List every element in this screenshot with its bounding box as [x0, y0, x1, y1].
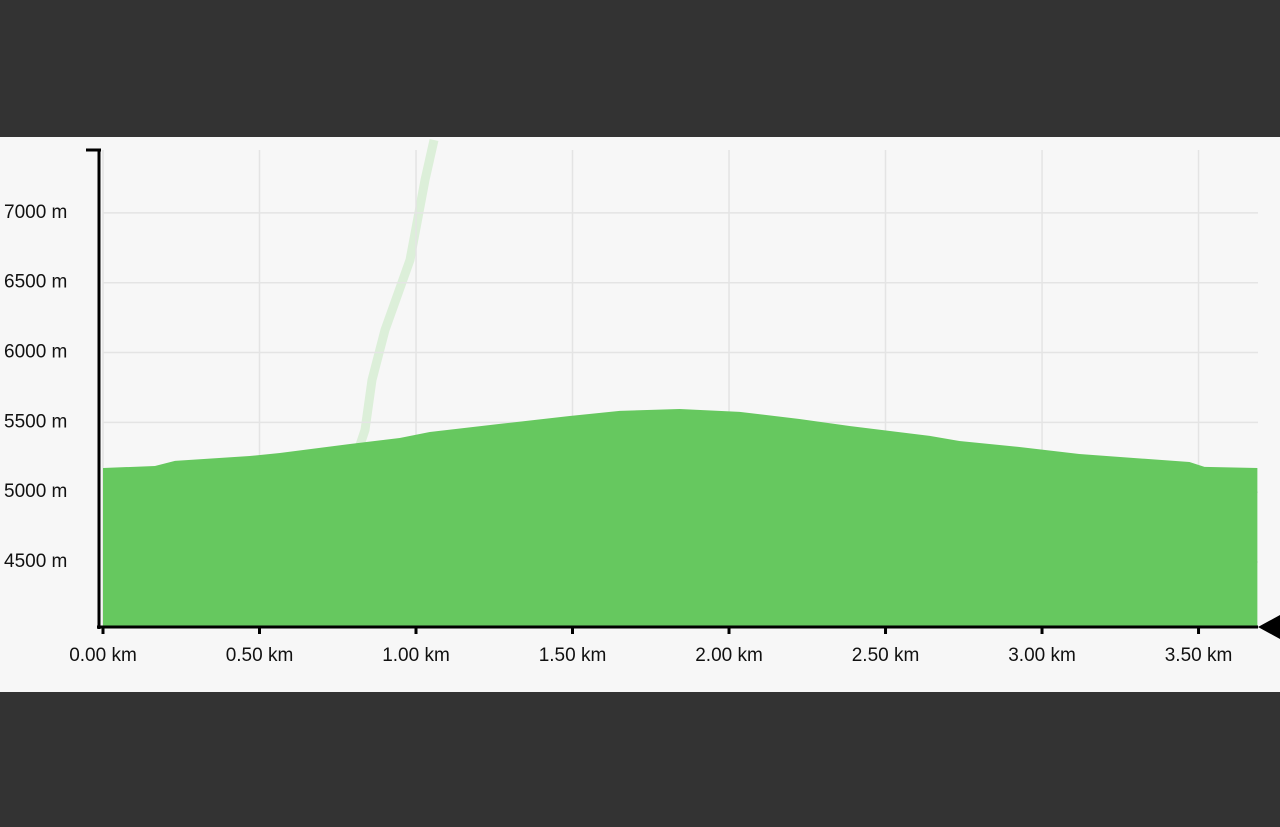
- y-tick-label: 5000 m: [4, 481, 67, 502]
- y-tick-label: 6500 m: [4, 272, 67, 293]
- elevation-area: [103, 408, 1258, 627]
- x-tick-label: 1.50 km: [539, 645, 607, 666]
- y-tick-label: 4500 m: [4, 551, 67, 572]
- map-trace: [350, 139, 439, 462]
- x-tick-label: 2.50 km: [852, 645, 920, 666]
- x-tick-label: 1.00 km: [382, 645, 450, 666]
- y-tick-label: 6000 m: [4, 342, 67, 363]
- top-bar: [0, 0, 1280, 137]
- y-tick-label: 7000 m: [4, 202, 67, 223]
- x-tick-label: 2.00 km: [695, 645, 763, 666]
- bottom-bar: [0, 692, 1280, 827]
- x-tick-label: 0.50 km: [226, 645, 294, 666]
- x-tick-label: 0.00 km: [69, 645, 137, 666]
- plot: 4500 m 5000 m 5500 m 6000 m 6500 m 7000 m 0.00…: [4, 148, 1258, 666]
- x-tick-label: 3.00 km: [1008, 645, 1076, 666]
- x-tick-label: 3.50 km: [1165, 645, 1233, 666]
- position-marker: [1258, 615, 1280, 639]
- y-tick-label: 5500 m: [4, 411, 67, 432]
